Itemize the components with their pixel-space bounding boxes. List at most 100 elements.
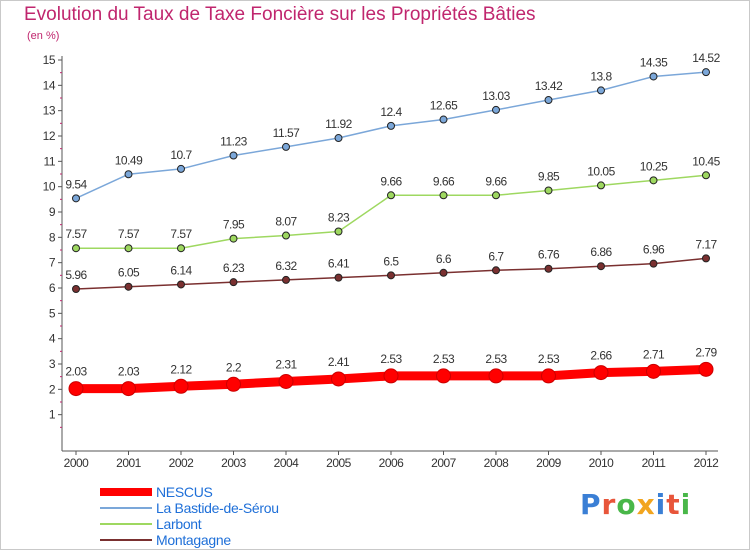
legend-item: Montagagne (100, 531, 231, 549)
data-point (226, 376, 241, 392)
data-label: 6.14 (170, 263, 192, 277)
data-point (124, 244, 133, 253)
data-label: 2.66 (590, 349, 612, 363)
data-point (229, 151, 238, 160)
data-label: 7.57 (170, 227, 192, 241)
x-tick-label: 2003 (221, 456, 247, 470)
data-point (334, 227, 343, 236)
logo-letter: o (616, 488, 637, 521)
data-label: 2.31 (275, 357, 297, 371)
data-label: 6.5 (383, 254, 399, 268)
data-point (334, 134, 343, 143)
x-tick-label: 2005 (326, 456, 352, 470)
x-tick-label: 2009 (536, 456, 562, 470)
data-point (492, 105, 500, 114)
data-label: 2.12 (170, 362, 192, 376)
data-label: 9.66 (433, 174, 455, 188)
legend-item: La Bastide-de-Sérou (100, 499, 279, 517)
data-point (177, 164, 185, 173)
data-label: 10.25 (640, 159, 668, 173)
data-point (439, 115, 448, 124)
legend-label: NESCUS (156, 484, 213, 500)
data-point (387, 121, 395, 130)
legend-swatch (100, 488, 152, 496)
data-label: 11.57 (273, 126, 300, 140)
data-label: 14.35 (640, 55, 668, 69)
data-label: 11.92 (325, 117, 352, 131)
data-label: 10.7 (170, 148, 192, 162)
data-point (124, 282, 133, 291)
data-label: 6.96 (643, 243, 665, 257)
data-point (383, 368, 399, 384)
data-point (177, 244, 185, 253)
x-tick-label: 2004 (274, 456, 300, 470)
x-tick-label: 2010 (589, 456, 615, 470)
data-label: 10.49 (115, 153, 143, 167)
data-point (698, 361, 714, 377)
data-point (439, 268, 448, 277)
data-label: 6.32 (275, 259, 297, 273)
data-label: 9.66 (380, 174, 402, 188)
data-label: 2.53 (433, 352, 455, 366)
x-tick-label: 2002 (169, 456, 195, 470)
data-label: 2.53 (538, 352, 560, 366)
data-label: 2.53 (485, 352, 507, 366)
data-point (72, 285, 80, 294)
data-point (282, 231, 290, 240)
data-label: 2.2 (226, 360, 242, 374)
data-point (229, 278, 238, 287)
chart-title: Evolution du Taux de Taxe Foncière sur l… (24, 4, 536, 25)
data-label: 6.76 (538, 248, 560, 262)
x-tick-label: 2011 (642, 456, 667, 470)
data-point (331, 371, 346, 387)
legend-label: Montagagne (156, 532, 231, 548)
data-point (282, 275, 290, 284)
logo-letter: i (680, 488, 692, 521)
data-label: 6.7 (488, 249, 504, 263)
y-tick-label: 2 (49, 382, 56, 396)
data-point (124, 170, 133, 179)
data-label: 6.41 (328, 257, 350, 271)
data-label: 6.23 (223, 261, 245, 275)
x-tick-label: 2001 (116, 456, 142, 470)
data-label: 9.66 (485, 174, 507, 188)
data-point (72, 194, 80, 203)
logo-letter: t (666, 488, 681, 521)
data-label: 2.03 (65, 365, 87, 379)
data-point (544, 264, 553, 273)
data-point (68, 381, 84, 397)
x-tick-label: 2000 (64, 456, 90, 470)
data-point (492, 266, 500, 275)
data-point (593, 365, 609, 381)
data-label: 13.03 (482, 89, 510, 103)
y-tick-label: 5 (49, 306, 56, 320)
data-point (439, 191, 448, 200)
data-point (72, 244, 80, 253)
data-point (702, 68, 710, 77)
y-tick-label: 7 (49, 256, 56, 270)
data-label: 7.95 (223, 218, 245, 232)
data-label: 2.79 (695, 345, 717, 359)
data-label: 14.52 (692, 51, 720, 65)
data-label: 8.23 (328, 211, 350, 225)
legend-swatch (100, 539, 152, 541)
data-point (488, 368, 504, 384)
legend-swatch (100, 507, 152, 509)
data-point (544, 96, 553, 105)
data-point (387, 191, 395, 200)
data-label: 2.41 (328, 355, 350, 369)
data-point (597, 86, 605, 95)
data-label: 6.86 (590, 245, 612, 259)
data-label: 9.85 (538, 169, 560, 183)
legend-label: Larbont (156, 516, 202, 532)
data-label: 6.05 (118, 266, 140, 280)
logo-letter: P (580, 488, 602, 521)
data-point (646, 363, 661, 379)
data-point (597, 262, 605, 271)
data-point (649, 259, 658, 268)
data-label: 2.03 (118, 365, 140, 379)
data-point (387, 271, 395, 280)
data-label: 10.05 (587, 164, 615, 178)
